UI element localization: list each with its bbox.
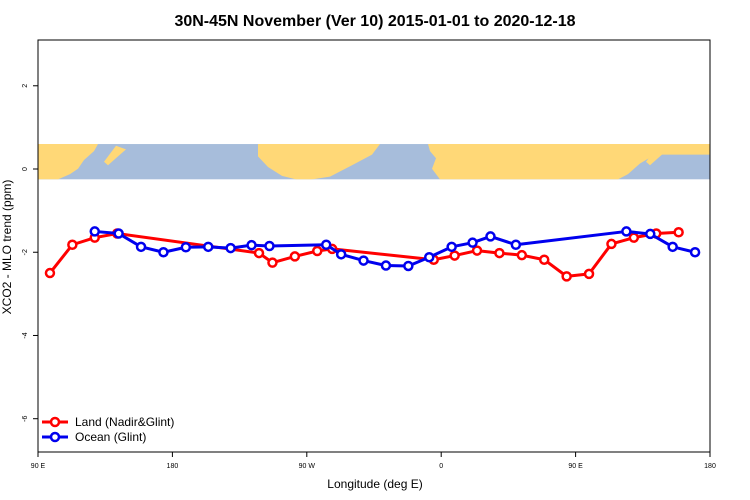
data-point — [135, 241, 147, 253]
y-tick-label: -4 — [22, 332, 29, 338]
data-point — [267, 257, 278, 268]
data-point — [645, 228, 656, 240]
legend-land-label: Land (Nadir&Glint) — [75, 415, 174, 429]
data-point — [516, 249, 528, 261]
y-tick-label: 2 — [22, 84, 29, 88]
plot-frame — [37, 39, 711, 453]
legend-item-ocean: Ocean (Glint) — [42, 430, 146, 444]
data-point — [180, 241, 192, 253]
data-point — [89, 226, 100, 237]
y-tick-label: -6 — [22, 415, 29, 421]
data-point — [202, 241, 214, 253]
legend-ocean-marker — [49, 431, 61, 443]
y-tick-label: -2 — [22, 249, 29, 255]
land-mass-4 — [646, 145, 668, 166]
data-point — [446, 241, 457, 253]
data-point — [312, 245, 323, 257]
data-point — [246, 239, 257, 251]
land-mass-0 — [38, 144, 98, 180]
land-mass-3 — [428, 144, 710, 180]
series-line — [48, 230, 679, 278]
x-axis: 90 E 180 90 W 0 90 E 180 — [31, 452, 716, 470]
x-axis-label: Longitude (deg E) — [327, 477, 422, 491]
legend: Land (Nadir&Glint) Ocean (Glint) — [42, 415, 174, 444]
data-point — [44, 267, 56, 279]
x-tick-label: 90 W — [299, 463, 316, 470]
data-point — [471, 245, 483, 256]
series-1 — [89, 226, 701, 272]
data-point — [158, 246, 169, 258]
data-point — [403, 260, 414, 272]
y-tick-label: 0 — [22, 167, 29, 171]
x-tick-label: 180 — [704, 463, 716, 470]
data-point — [289, 251, 301, 262]
data-point — [606, 238, 617, 250]
y-axis: 2 0 -2 -4 -6 — [22, 84, 38, 422]
data-point — [320, 239, 332, 251]
land-mass-1 — [104, 145, 126, 166]
data-point — [335, 249, 347, 260]
chart-title: 30N-45N November (Ver 10) 2015-01-01 to … — [174, 13, 575, 30]
data-point — [380, 260, 392, 271]
data-point — [264, 240, 275, 252]
land-mass-2 — [258, 144, 380, 180]
data-point — [467, 237, 478, 248]
data-point — [494, 247, 505, 259]
data-point — [253, 247, 265, 259]
data-point — [225, 242, 236, 254]
data-point — [628, 232, 640, 243]
x-tick-label: 90 E — [31, 463, 46, 470]
legend-ocean-label: Ocean (Glint) — [75, 430, 146, 444]
data-point — [583, 268, 595, 280]
data-point — [358, 255, 369, 266]
y-axis-label: XCO2 - MLO trend (ppm) — [0, 180, 14, 315]
x-tick-label: 90 E — [568, 463, 583, 470]
data-point — [113, 228, 124, 239]
x-tick-label: 180 — [167, 463, 179, 470]
data-point — [621, 226, 632, 237]
world-map-band — [38, 144, 710, 180]
data-point — [689, 246, 701, 258]
data-point — [561, 271, 572, 282]
legend-item-land: Land (Nadir&Glint) — [42, 415, 174, 429]
data-point — [449, 250, 460, 261]
data-point — [510, 239, 522, 251]
data-point — [424, 251, 435, 263]
data-point — [538, 254, 550, 265]
data-point — [667, 241, 678, 253]
series-layer — [44, 226, 701, 282]
data-point — [673, 227, 684, 238]
legend-land-marker — [49, 416, 61, 428]
x-tick-label: 0 — [439, 463, 443, 470]
data-point — [67, 239, 78, 251]
data-point — [485, 231, 496, 242]
